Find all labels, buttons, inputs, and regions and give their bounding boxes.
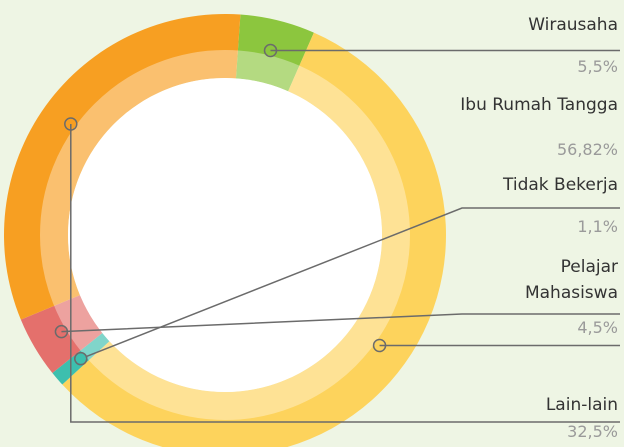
leader-line: [70, 124, 620, 423]
label-name: Ibu Rumah Tangga: [460, 95, 618, 115]
inner-band: [40, 50, 410, 420]
leader-dot: [263, 43, 278, 58]
label-line: Mahasiswa: [525, 283, 618, 303]
donut-segment: [235, 14, 314, 92]
label-name: Wirausaha: [528, 15, 618, 35]
label-value: 5,5%: [577, 57, 618, 76]
donut-hole: [68, 78, 382, 392]
leader-line: [80, 207, 620, 360]
label-name: Tidak Bekerja: [502, 175, 618, 195]
leader-dot: [54, 324, 69, 339]
label-value: 32,5%: [567, 422, 618, 441]
donut-segment: [62, 32, 446, 447]
donut-segment: [3, 14, 241, 320]
label-value: 1,1%: [577, 217, 618, 236]
leader-line: [61, 313, 620, 333]
label-value: 4,5%: [577, 318, 618, 337]
donut-segment: [20, 295, 103, 374]
label-name: Pelajar Mahasiswa: [525, 257, 618, 303]
leader-dot: [64, 117, 78, 131]
leader-dot: [372, 338, 387, 353]
label-value: 56,82%: [557, 140, 618, 159]
leader-dot: [74, 351, 88, 366]
label-line: Pelajar: [561, 257, 618, 277]
label-name: Lain-lain: [546, 395, 618, 415]
